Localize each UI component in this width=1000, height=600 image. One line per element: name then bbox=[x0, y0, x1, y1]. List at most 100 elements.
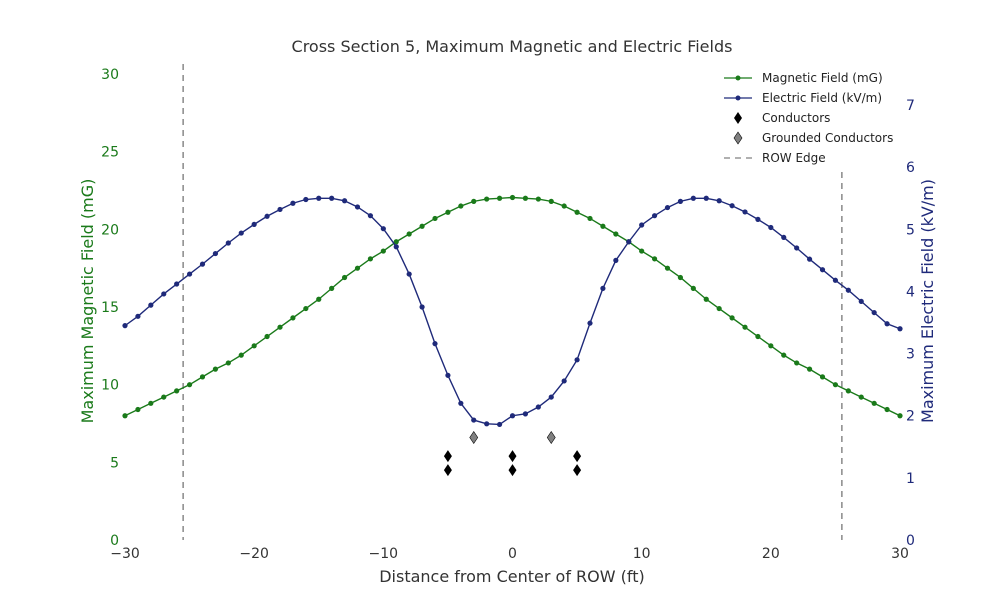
electric-field-point bbox=[290, 200, 296, 206]
legend-conductor-marker bbox=[734, 112, 742, 124]
right-y-tick-label: 1 bbox=[906, 471, 915, 487]
electric-field-point bbox=[794, 245, 800, 251]
electric-field-point bbox=[509, 413, 516, 419]
electric-field-point bbox=[742, 209, 748, 215]
electric-field-point bbox=[613, 257, 619, 263]
magnetic-field-point bbox=[768, 343, 774, 349]
electric-field-point bbox=[354, 204, 361, 210]
magnetic-field-point bbox=[703, 296, 709, 302]
magnetic-field-point bbox=[199, 374, 206, 380]
magnetic-field-point bbox=[496, 195, 503, 201]
electric-field-point bbox=[225, 240, 231, 246]
right-y-tick-label: 7 bbox=[906, 98, 915, 114]
electric-field-point bbox=[445, 372, 451, 378]
right-y-tick-label: 5 bbox=[906, 222, 915, 238]
chart-title: Cross Section 5, Maximum Magnetic and El… bbox=[292, 37, 733, 56]
electric-field-point bbox=[897, 326, 903, 332]
conductor-marker bbox=[443, 450, 452, 463]
magnetic-field-point bbox=[341, 274, 348, 281]
electric-field-point bbox=[303, 196, 309, 203]
magnetic-field-point bbox=[509, 194, 516, 201]
electric-field-point bbox=[264, 213, 270, 219]
electric-field-point bbox=[690, 195, 696, 201]
magnetic-field-point bbox=[186, 382, 193, 388]
electric-field-point bbox=[548, 394, 554, 400]
magnetic-field-point bbox=[135, 406, 141, 413]
magnetic-field-point bbox=[832, 382, 839, 388]
legend-row-edge-label: ROW Edge bbox=[762, 151, 826, 165]
magnetic-field-point bbox=[677, 274, 684, 281]
magnetic-field-point bbox=[664, 265, 671, 271]
electric-field-point bbox=[277, 206, 283, 213]
magnetic-field-point bbox=[522, 195, 529, 201]
electric-field-point bbox=[703, 195, 709, 201]
magnetic-field-line bbox=[124, 196, 901, 417]
magnetic-field-point bbox=[225, 360, 231, 366]
magnetic-field-point bbox=[729, 315, 735, 321]
electric-field-point bbox=[122, 323, 128, 329]
magnetic-field-point bbox=[406, 231, 412, 237]
electric-field-point bbox=[535, 404, 541, 410]
legend-grounded-marker bbox=[733, 131, 743, 145]
electric-field-point bbox=[755, 216, 761, 222]
right-y-tick-label: 0 bbox=[906, 533, 915, 549]
magnetic-field-point bbox=[329, 285, 335, 291]
electric-field-point bbox=[212, 250, 219, 257]
electric-field-point bbox=[884, 321, 890, 327]
right-y-tick-label: 6 bbox=[906, 160, 915, 176]
magnetic-field-point bbox=[316, 296, 322, 302]
magnetic-field-point bbox=[716, 305, 722, 312]
electric-field-point bbox=[329, 195, 335, 201]
grounded-conductor-marker bbox=[469, 430, 479, 445]
electric-field-point bbox=[600, 285, 606, 291]
electric-field-point bbox=[458, 400, 464, 406]
legend-electric-label: Electric Field (kV/m) bbox=[762, 91, 882, 105]
magnetic-field-point bbox=[354, 265, 361, 271]
x-axis-ticks: −30 −20 −10 0 10 20 30 bbox=[110, 546, 909, 562]
row-edge-lines bbox=[182, 64, 843, 540]
x-tick-label: 30 bbox=[891, 546, 909, 562]
magnetic-field-point bbox=[806, 366, 813, 372]
magnetic-field-point bbox=[884, 406, 890, 413]
grounded-conductor-marker bbox=[546, 430, 556, 445]
magnetic-field-point bbox=[613, 231, 619, 237]
conductor-marker bbox=[443, 464, 452, 477]
x-tick-label: −10 bbox=[369, 546, 399, 562]
x-axis-title: Distance from Center of ROW (ft) bbox=[379, 567, 645, 586]
electric-field-point bbox=[367, 213, 374, 219]
electric-field-point bbox=[858, 298, 864, 305]
electric-field-point bbox=[561, 378, 567, 384]
electric-field-point bbox=[406, 271, 412, 277]
conductor-marker bbox=[573, 464, 582, 477]
left-y-axis-ticks: 0 5 10 15 20 25 30 bbox=[101, 67, 119, 549]
electric-field-point bbox=[677, 198, 684, 204]
electric-field-point bbox=[639, 222, 645, 228]
magnetic-field-point bbox=[458, 203, 464, 209]
magnetic-field-point bbox=[174, 388, 180, 394]
electric-field-point bbox=[574, 357, 580, 363]
legend-magnetic-marker bbox=[735, 75, 741, 81]
magnetic-field-point bbox=[897, 413, 903, 419]
x-tick-label: −30 bbox=[110, 546, 140, 562]
magnetic-field-point bbox=[148, 400, 154, 406]
electric-field-point bbox=[316, 195, 322, 201]
electric-field-point bbox=[199, 261, 206, 267]
magnetic-field-point bbox=[845, 388, 851, 394]
electric-field-point bbox=[251, 221, 257, 227]
right-y-axis-title: Maximum Electric Field (kV/m) bbox=[918, 179, 937, 423]
magnetic-field-point bbox=[600, 223, 606, 229]
electric-field-point bbox=[161, 291, 167, 297]
right-y-tick-label: 2 bbox=[906, 409, 915, 425]
magnetic-field-point bbox=[871, 400, 877, 406]
magnetic-field-point bbox=[419, 223, 425, 229]
magnetic-field-point bbox=[277, 324, 283, 330]
magnetic-field-point bbox=[574, 209, 580, 215]
magnetic-field-point bbox=[445, 209, 451, 215]
x-tick-label: 20 bbox=[762, 546, 780, 562]
magnetic-field-point bbox=[122, 413, 128, 419]
electric-field-point bbox=[238, 230, 244, 236]
left-y-tick-label: 25 bbox=[101, 145, 119, 161]
magnetic-field-point bbox=[819, 374, 826, 380]
magnetic-field-series bbox=[122, 194, 903, 419]
